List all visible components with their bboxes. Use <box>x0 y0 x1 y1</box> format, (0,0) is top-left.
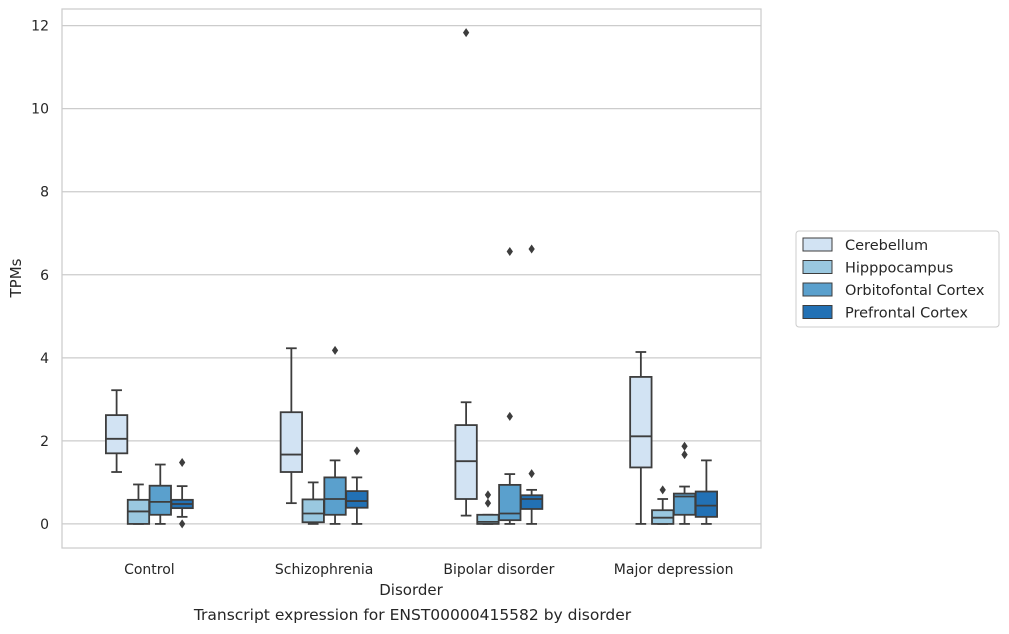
box-orbitofontal-cortex-1 <box>323 345 347 525</box>
y-tick-labels: 0 2 4 6 8 10 12 <box>31 19 49 533</box>
x-tick-label: Major depression <box>614 562 734 578</box>
x-axis-label: Disorder <box>379 581 443 599</box>
box-body <box>694 490 718 518</box>
y-tick-label: 2 <box>40 434 49 450</box>
legend-entry-label: Hipppocampus <box>845 261 953 277</box>
box-orbitofontal-cortex-3 <box>672 441 697 525</box>
x-tick-label: Control <box>124 562 175 578</box>
y-tick-label: 8 <box>40 185 49 201</box>
box-body <box>323 476 347 516</box>
outlier-point <box>506 247 513 257</box>
box-hipppocampus-1 <box>301 481 325 525</box>
legend-swatch <box>802 237 833 252</box>
x-tick-labels: Control Schizophrenia Bipolar disorder Majo… <box>124 562 733 578</box>
y-axis-label: TPMs <box>7 258 25 298</box>
y-tick-label: 6 <box>40 268 49 284</box>
plot-frame <box>61 8 762 549</box>
box-hipppocampus-2 <box>476 490 500 525</box>
outlier-point <box>178 519 186 529</box>
outlier-point <box>353 446 361 456</box>
outlier-point <box>528 244 535 254</box>
y-tick-label: 10 <box>31 102 49 118</box>
legend: Cerebellum Hipppocampus Orbitofontal Corte… <box>795 230 1000 328</box>
legend-entry-label: Cerebellum <box>845 238 928 254</box>
box-hipppocampus-0 <box>126 483 151 525</box>
legend-entry-label: Prefrontal Cortex <box>845 306 968 322</box>
box-body <box>105 414 129 455</box>
y-tick-label: 12 <box>31 19 49 35</box>
legend-swatch <box>802 260 833 274</box>
box-body <box>498 483 522 522</box>
grid-lines <box>62 24 761 525</box>
x-tick-label: Schizophrenia <box>275 562 373 578</box>
outlier-point <box>506 411 513 421</box>
y-tick-label: 0 <box>40 517 49 533</box>
plot-area <box>105 28 718 529</box>
box-body <box>301 498 325 524</box>
x-tick-label: Bipolar disorder <box>443 562 554 578</box>
legend-entry-label: Orbitofontal Cortex <box>845 283 985 299</box>
outlier-point <box>681 441 688 451</box>
box-body <box>629 376 653 469</box>
box-body <box>279 411 303 473</box>
box-prefrontal-cortex-0 <box>170 457 194 529</box>
box-cerebellum-3 <box>629 351 653 525</box>
chart-caption: Transcript expression for ENST0000041558… <box>193 606 632 624</box>
box-prefrontal-cortex-1 <box>345 446 369 525</box>
outlier-point <box>659 485 666 495</box>
box-body <box>520 494 544 510</box>
box-body <box>345 490 369 509</box>
legend-frame <box>795 230 1000 328</box>
outlier-point <box>681 450 688 460</box>
legend-swatch <box>802 305 833 319</box>
outlier-point <box>528 469 535 479</box>
outlier-point <box>484 498 492 508</box>
outlier-point <box>178 457 186 467</box>
outlier-point <box>462 28 470 38</box>
box-orbitofontal-cortex-2 <box>498 247 522 525</box>
box-prefrontal-cortex-2 <box>520 244 544 525</box>
outlier-point <box>331 345 339 355</box>
y-tick-label: 4 <box>40 351 49 367</box>
box-orbitofontal-cortex-0 <box>148 463 172 525</box>
box-cerebellum-0 <box>105 389 129 473</box>
box-body <box>148 484 172 516</box>
legend-swatch <box>802 282 833 297</box>
box-prefrontal-cortex-3 <box>694 459 718 525</box>
outlier-point <box>484 490 492 500</box>
box-cerebellum-1 <box>279 347 303 505</box>
box-cerebellum-2 <box>454 28 478 517</box>
box-hipppocampus-3 <box>651 485 675 525</box>
